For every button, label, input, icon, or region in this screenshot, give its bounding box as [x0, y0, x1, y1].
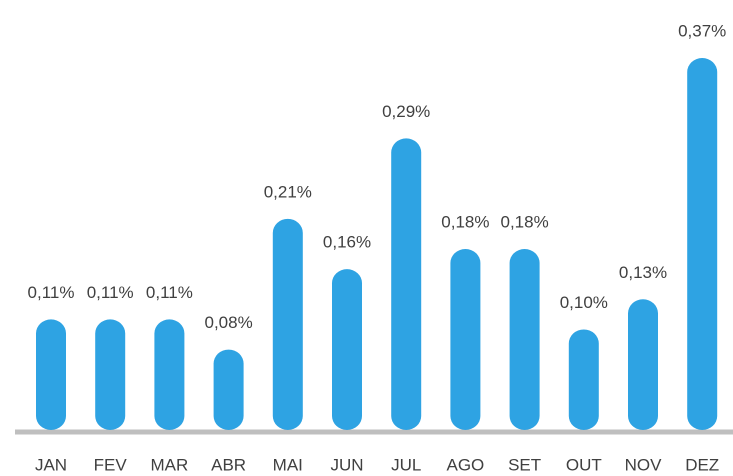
- bar: [628, 299, 658, 430]
- x-tick-label: DEZ: [685, 455, 719, 474]
- bar: [687, 58, 718, 430]
- x-tick-label: MAR: [151, 455, 189, 474]
- value-label: 0,10%: [560, 293, 608, 312]
- x-tick-label: SET: [508, 455, 541, 474]
- value-label: 0,16%: [323, 233, 371, 252]
- value-label: 0,21%: [264, 182, 312, 201]
- x-tick-label: JAN: [35, 455, 67, 474]
- value-label: 0,11%: [28, 283, 75, 302]
- value-label: 0,11%: [87, 283, 134, 302]
- value-label: 0,08%: [204, 313, 252, 332]
- bar: [36, 319, 66, 430]
- x-tick-label: AGO: [447, 455, 485, 474]
- value-label: 0,18%: [441, 213, 489, 232]
- bar: [213, 349, 244, 430]
- bar: [450, 249, 481, 430]
- value-label: 0,37%: [678, 21, 726, 40]
- bar: [272, 218, 303, 430]
- x-tick-label: MAI: [273, 455, 303, 474]
- bar: [568, 329, 599, 430]
- x-tick-label: JUL: [391, 455, 421, 474]
- x-tick-label: FEV: [94, 455, 128, 474]
- bar: [391, 138, 422, 430]
- bar: [95, 319, 126, 430]
- x-tick-label: OUT: [566, 455, 602, 474]
- bar: [332, 269, 362, 430]
- x-tick-label: ABR: [211, 455, 246, 474]
- value-label: 0,11%: [146, 283, 193, 302]
- x-tick-label: NOV: [625, 455, 663, 474]
- bar: [154, 319, 185, 430]
- value-label: 0,18%: [500, 213, 548, 232]
- value-label: 0,13%: [619, 263, 667, 282]
- value-label: 0,29%: [382, 102, 430, 121]
- x-tick-label: JUN: [330, 455, 363, 474]
- bar: [509, 249, 540, 430]
